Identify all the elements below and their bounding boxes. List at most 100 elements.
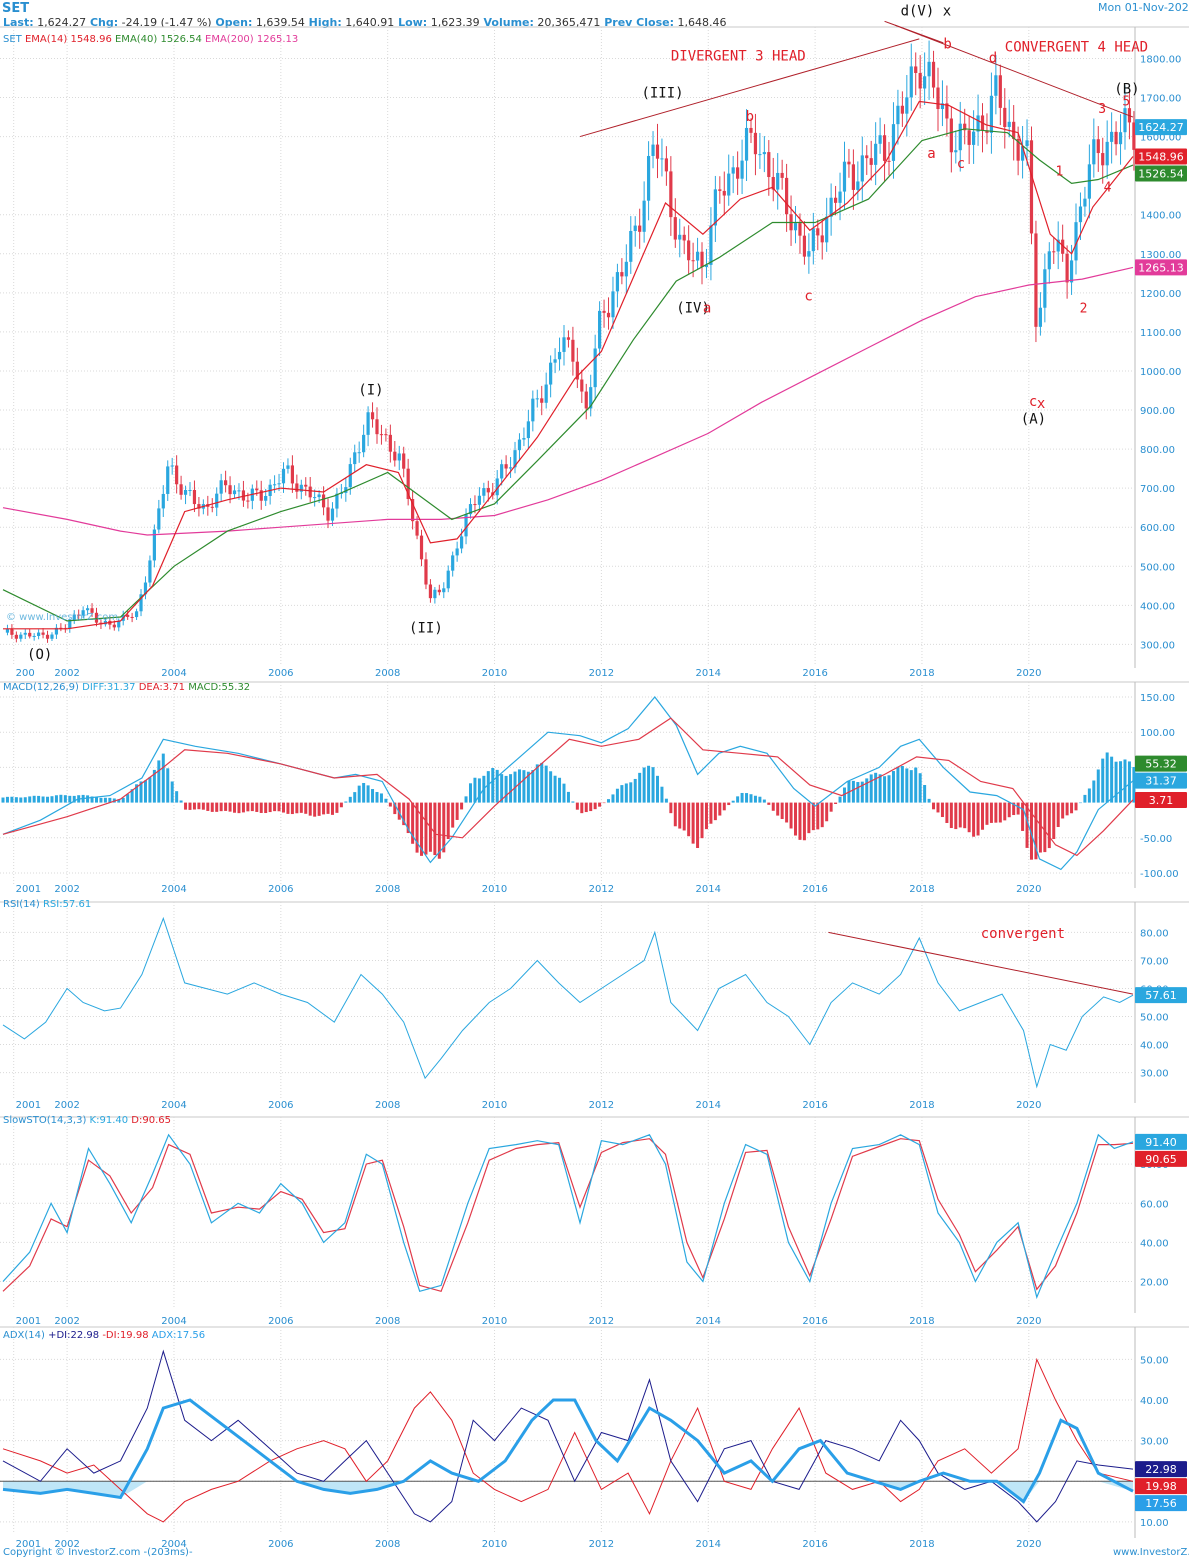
candle-body: [148, 560, 152, 583]
wave-annotation: (I): [358, 382, 383, 398]
wave-annotation: 4: [1104, 180, 1112, 195]
macd-bar: [691, 802, 695, 844]
stat-label: Last:: [3, 16, 34, 29]
macd-bar: [580, 802, 584, 814]
macd-histogram: [1, 752, 1136, 860]
candle-body: [1056, 239, 1060, 252]
chart-header: SET Mon 01-Nov-202 Last: 1,624.27 Chg: -…: [2, 1, 1189, 29]
macd-bar: [655, 775, 659, 803]
x-tick-label: 2020: [1016, 1316, 1041, 1327]
macd-bar: [745, 793, 749, 803]
candle-body: [580, 379, 584, 392]
legend-entry: ADX:17.56: [149, 1330, 206, 1341]
x-tick-label: 2010: [482, 1539, 507, 1550]
last-value-badge: [1135, 165, 1187, 182]
macd-bar: [108, 797, 112, 803]
macd-bar: [713, 802, 717, 821]
candle-body: [740, 160, 744, 179]
macd-bar: [94, 797, 98, 803]
candle-body: [816, 228, 820, 236]
candle-body: [535, 398, 539, 400]
macd-bar: [776, 802, 780, 816]
macd-bar: [1047, 802, 1051, 849]
candle-body: [727, 173, 731, 196]
candle-body: [1074, 222, 1078, 261]
macd-bar: [241, 802, 245, 813]
candle-body: [1114, 131, 1118, 145]
candle-body: [68, 620, 72, 629]
macd-bar: [5, 796, 9, 803]
candle-body: [923, 76, 927, 89]
x-tick-label: 2016: [802, 668, 827, 679]
y-tick-label: 10.00: [1140, 1518, 1169, 1529]
candle-body: [882, 135, 887, 161]
macd-bar: [1025, 802, 1029, 848]
candle-body: [687, 240, 691, 261]
last-value-badge: [1135, 755, 1187, 772]
wave-annotation: 5: [1122, 94, 1130, 109]
candle-body: [673, 217, 677, 240]
macd-bar: [326, 802, 330, 814]
macd-bar: [1110, 756, 1114, 803]
wave-annotation: c: [1029, 394, 1037, 410]
candle-body: [464, 514, 468, 537]
candle-body: [909, 66, 913, 98]
macd-bar: [406, 802, 410, 834]
macd-bar: [486, 771, 490, 803]
macd-bar: [1127, 761, 1131, 803]
candle-body: [1061, 239, 1065, 254]
macd-bar: [130, 789, 134, 803]
y-tick-label: 900.00: [1140, 406, 1175, 417]
candle-body: [869, 158, 873, 165]
pane-2: 80.0070.0060.0050.0040.0030.002001200220…: [0, 899, 1189, 1111]
macd-bar: [1132, 766, 1136, 803]
wave-annotation: (B): [1114, 82, 1139, 98]
trendline: [895, 24, 1134, 118]
stat-value: 1,639.54: [252, 16, 304, 29]
candle-body: [811, 228, 815, 252]
macd-bar: [210, 802, 214, 812]
macd-bar: [184, 802, 188, 810]
macd-bar: [767, 802, 771, 805]
last-value-labels: 1624.27 1548.96 1526.54 1265.13: [1135, 119, 1187, 276]
macd-bar: [1119, 761, 1123, 803]
macd-bar: [509, 774, 513, 803]
candle-body: [767, 152, 771, 178]
macd-bar: [967, 802, 971, 833]
candle-body: [700, 251, 704, 268]
macd-bar: [562, 783, 566, 803]
macd-bar: [19, 797, 23, 803]
macd-bar: [388, 802, 392, 807]
x-tick-label: 2016: [802, 1539, 827, 1550]
macd-bar: [1070, 802, 1074, 814]
macd-bar: [660, 786, 664, 803]
last-value-badge: [1135, 119, 1187, 136]
candle-body: [918, 72, 922, 89]
macd-bar: [477, 778, 481, 803]
macd-bar: [197, 802, 201, 810]
candle-body: [549, 362, 553, 385]
candle-body: [914, 66, 918, 73]
wave-annotation: c: [957, 156, 965, 172]
candle-body: [851, 164, 855, 190]
candle-body: [1101, 153, 1105, 166]
candle-body: [994, 75, 998, 96]
x-tick-label: 2006: [268, 884, 293, 895]
candle-body: [709, 225, 713, 265]
candle-body: [749, 127, 753, 133]
macd-bar: [304, 802, 308, 814]
y-tick-label: -100.00: [1140, 869, 1179, 880]
macd-bar: [1003, 802, 1007, 821]
candle-body: [1025, 140, 1029, 147]
wave-annotation: DIVERGENT 3 HEAD: [671, 48, 806, 64]
macd-bar: [1016, 802, 1020, 815]
candles: [5, 40, 1136, 643]
macd-bar: [86, 795, 90, 803]
y-tick-label: 70.00: [1140, 956, 1169, 967]
candle-body: [286, 465, 290, 469]
macd-bar: [825, 802, 829, 822]
candle-body: [326, 507, 330, 521]
candle-body: [85, 608, 90, 611]
last-value-badge: [1135, 1133, 1187, 1150]
y-tick-label: 1400.00: [1140, 211, 1181, 222]
